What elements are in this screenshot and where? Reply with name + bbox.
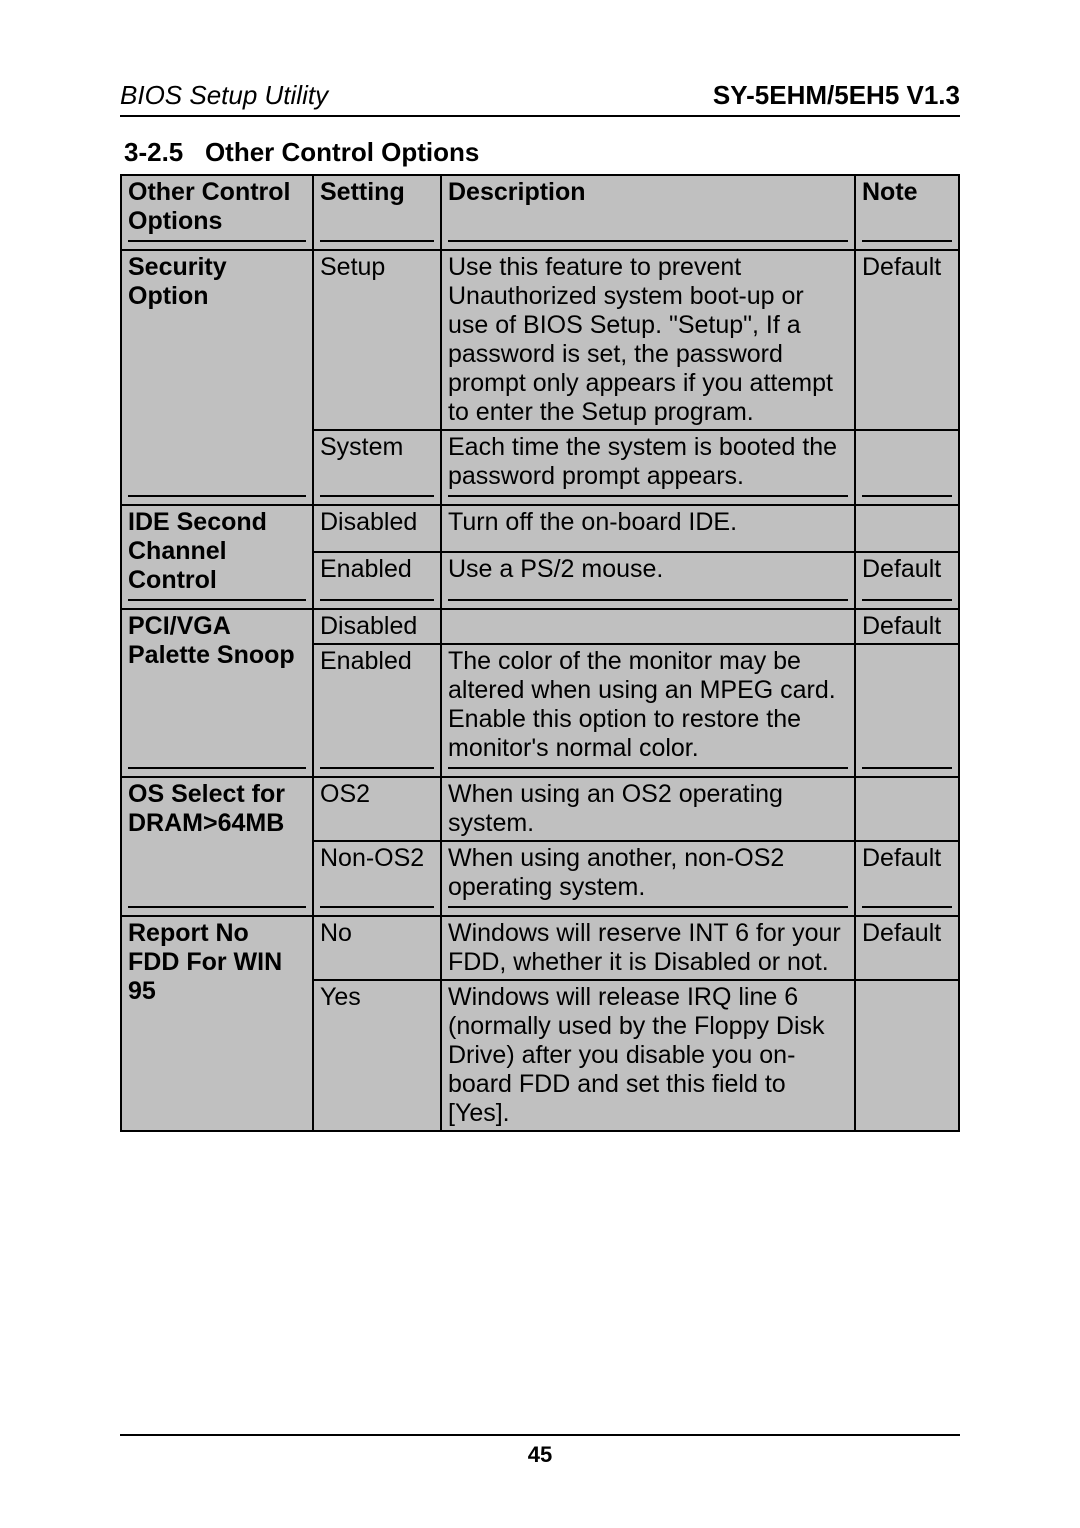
col-header-setting: Setting: [313, 175, 441, 238]
setting-cell: Yes: [313, 980, 441, 1131]
description-cell: Each time the system is booted the passw…: [441, 430, 855, 493]
gap-row: [121, 904, 959, 916]
gap-row: [121, 238, 959, 250]
description-cell: [441, 609, 855, 644]
page-number: 45: [528, 1442, 552, 1467]
header-left: BIOS Setup Utility: [120, 80, 328, 111]
bios-options-table: Other Control Options Setting Descriptio…: [120, 174, 960, 1132]
description-cell: Windows will reserve INT 6 for your FDD,…: [441, 916, 855, 980]
note-cell: [855, 644, 959, 705]
setting-cell: System: [313, 430, 441, 493]
section-number: 3-2.5: [124, 137, 183, 167]
setting-cell: OS2: [313, 777, 441, 841]
table-row: OS Select for DRAM>64MB OS2 When using a…: [121, 777, 959, 841]
page-footer: 45: [0, 1434, 1080, 1468]
note-cell: Default: [855, 916, 959, 980]
note-cell: [855, 980, 959, 1131]
note-cell: [855, 505, 959, 552]
description-cell: Use this feature to prevent Unauthorized…: [441, 250, 855, 430]
footer-divider: [120, 1434, 960, 1436]
description-cell: The color of the monitor may be altered …: [441, 644, 855, 765]
col-header-note: Note: [855, 175, 959, 238]
option-label: OS Select for DRAM>64MB: [121, 777, 313, 904]
setting-cell: Disabled: [313, 505, 441, 552]
description-cell: Turn off the on-board IDE.: [441, 505, 855, 552]
section-name: Other Control Options: [205, 137, 479, 167]
setting-cell: Enabled: [313, 644, 441, 705]
gap-row: [121, 765, 959, 777]
note-cell: Default: [855, 609, 959, 644]
note-cell: [855, 705, 959, 765]
description-cell: When using an OS2 operating system.: [441, 777, 855, 841]
description-cell: Use a PS/2 mouse.: [441, 552, 855, 597]
setting-cell: Disabled: [313, 609, 441, 644]
setting-cell: Non-OS2: [313, 841, 441, 904]
setting-cell: Setup: [313, 250, 441, 430]
gap-row: [121, 493, 959, 505]
setting-cell: Enabled: [313, 552, 441, 597]
option-label: IDE Second Channel Control: [121, 505, 313, 597]
page-header: BIOS Setup Utility SY-5EHM/5EH5 V1.3: [120, 80, 960, 117]
gap-row: [121, 597, 959, 609]
option-label: Report No FDD For WIN 95: [121, 916, 313, 1131]
description-cell: Windows will release IRQ line 6 (normall…: [441, 980, 855, 1131]
note-cell: Default: [855, 841, 959, 904]
table-row: Security Option Setup Use this feature t…: [121, 250, 959, 430]
note-cell: [855, 430, 959, 493]
description-cell: When using another, non-OS2 operating sy…: [441, 841, 855, 904]
option-label: Security Option: [121, 250, 313, 493]
table-header-row: Other Control Options Setting Descriptio…: [121, 175, 959, 238]
col-header-options: Other Control Options: [121, 175, 313, 238]
note-cell: Default: [855, 552, 959, 597]
table-row: PCI/VGA Palette Snoop Disabled Default: [121, 609, 959, 644]
setting-cell: [313, 705, 441, 765]
col-header-description: Description: [441, 175, 855, 238]
note-cell: [855, 777, 959, 841]
document-page: BIOS Setup Utility SY-5EHM/5EH5 V1.3 3-2…: [0, 0, 1080, 1528]
header-right: SY-5EHM/5EH5 V1.3: [713, 80, 960, 111]
section-title: 3-2.5 Other Control Options: [120, 137, 960, 168]
setting-cell: No: [313, 916, 441, 980]
option-label: PCI/VGA Palette Snoop: [121, 609, 313, 765]
table-row: IDE Second Channel Control Disabled Turn…: [121, 505, 959, 552]
table-row: Report No FDD For WIN 95 No Windows will…: [121, 916, 959, 980]
note-cell: Default: [855, 250, 959, 430]
